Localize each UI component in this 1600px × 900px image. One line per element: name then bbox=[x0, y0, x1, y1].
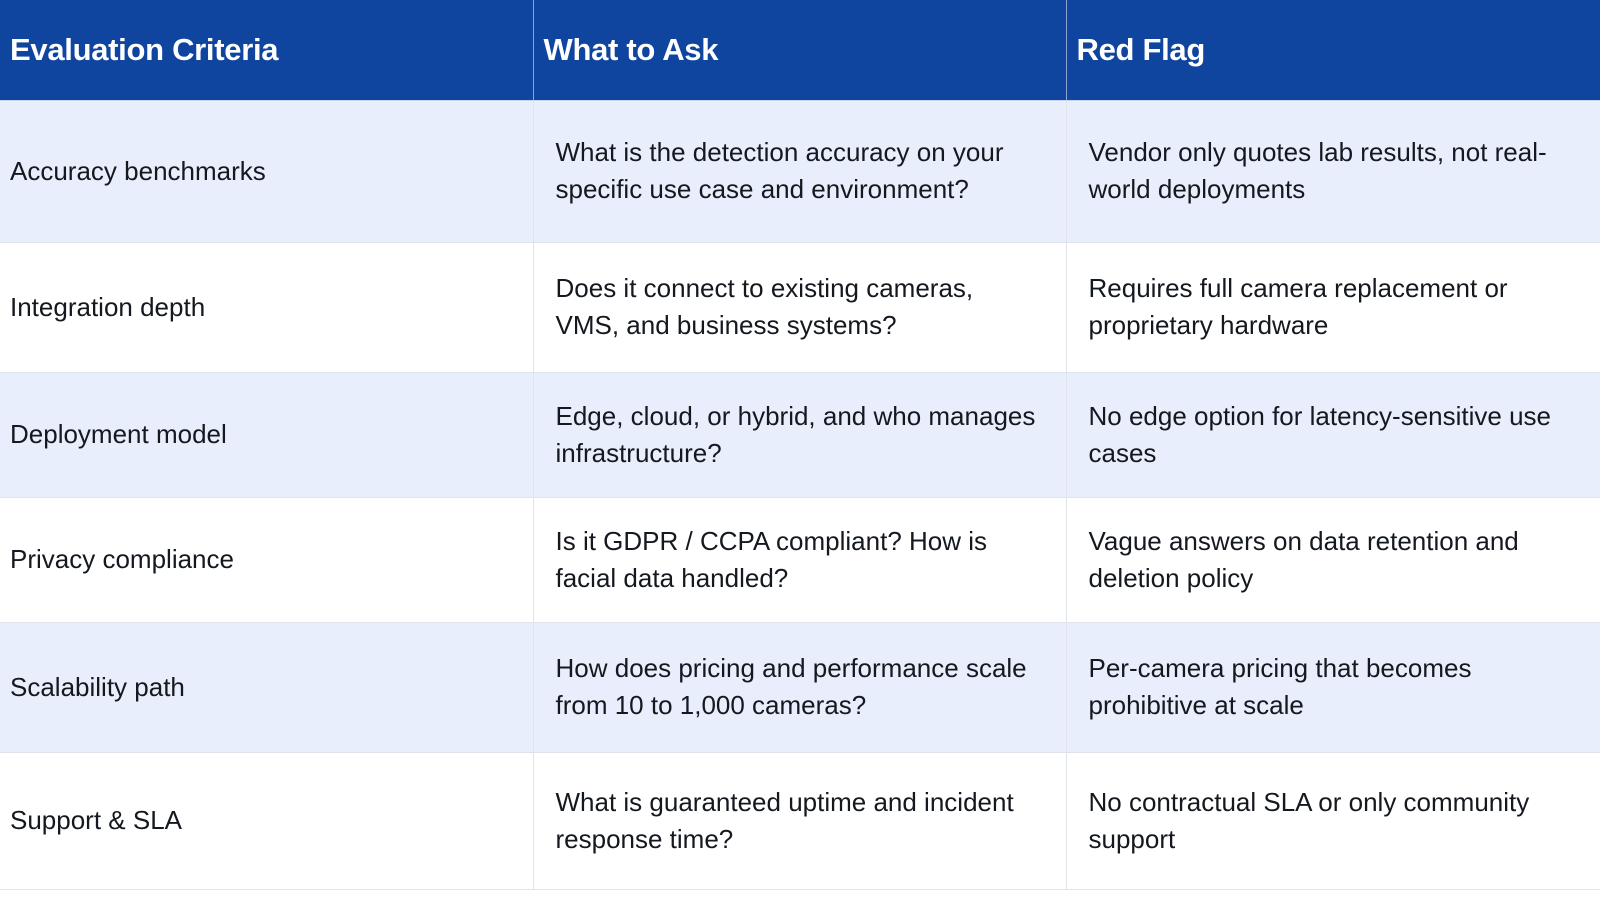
cell-red-flag: Per-camera pricing that becomes prohibit… bbox=[1066, 622, 1600, 753]
cell-red-flag: Vague answers on data retention and dele… bbox=[1066, 497, 1600, 623]
table-row: Accuracy benchmarks What is the detectio… bbox=[0, 100, 1600, 243]
cell-evaluation-criteria: Support & SLA bbox=[0, 752, 534, 890]
cell-red-flag: Requires full camera replacement or prop… bbox=[1066, 242, 1600, 373]
cell-evaluation-criteria: Deployment model bbox=[0, 372, 534, 498]
cell-what-to-ask: Edge, cloud, or hybrid, and who manages … bbox=[533, 372, 1067, 498]
table-row: Integration depth Does it connect to exi… bbox=[0, 242, 1600, 373]
table-row: Deployment model Edge, cloud, or hybrid,… bbox=[0, 372, 1600, 498]
table-row: Scalability path How does pricing and pe… bbox=[0, 622, 1600, 753]
cell-what-to-ask: Does it connect to existing cameras, VMS… bbox=[533, 242, 1067, 373]
table-header-row: Evaluation Criteria What to Ask Red Flag bbox=[0, 0, 1600, 101]
cell-evaluation-criteria: Privacy compliance bbox=[0, 497, 534, 623]
column-header-what-to-ask: What to Ask bbox=[533, 0, 1067, 101]
cell-what-to-ask: Is it GDPR / CCPA compliant? How is faci… bbox=[533, 497, 1067, 623]
cell-what-to-ask: How does pricing and performance scale f… bbox=[533, 622, 1067, 753]
table-body: Accuracy benchmarks What is the detectio… bbox=[0, 100, 1600, 890]
cell-what-to-ask: What is guaranteed uptime and incident r… bbox=[533, 752, 1067, 890]
cell-evaluation-criteria: Scalability path bbox=[0, 622, 534, 753]
cell-what-to-ask: What is the detection accuracy on your s… bbox=[533, 100, 1067, 243]
cell-evaluation-criteria: Accuracy benchmarks bbox=[0, 100, 534, 243]
column-header-red-flag: Red Flag bbox=[1066, 0, 1600, 101]
cell-red-flag: No edge option for latency-sensitive use… bbox=[1066, 372, 1600, 498]
table-row: Support & SLA What is guaranteed uptime … bbox=[0, 752, 1600, 890]
cell-red-flag: No contractual SLA or only community sup… bbox=[1066, 752, 1600, 890]
column-header-evaluation-criteria: Evaluation Criteria bbox=[0, 0, 534, 101]
table-header: Evaluation Criteria What to Ask Red Flag bbox=[0, 0, 1600, 101]
cell-evaluation-criteria: Integration depth bbox=[0, 242, 534, 373]
cell-red-flag: Vendor only quotes lab results, not real… bbox=[1066, 100, 1600, 243]
table-row: Privacy compliance Is it GDPR / CCPA com… bbox=[0, 497, 1600, 623]
